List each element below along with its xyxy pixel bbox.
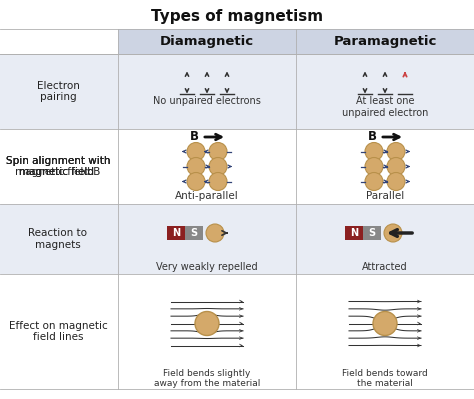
Text: Very weakly repelled: Very weakly repelled xyxy=(156,262,258,272)
Bar xyxy=(0,54,474,129)
Text: Diamagnetic: Diamagnetic xyxy=(160,35,254,48)
Bar xyxy=(118,29,296,54)
Text: Reaction to
magnets: Reaction to magnets xyxy=(28,228,88,250)
Text: S: S xyxy=(191,228,198,238)
Text: Field bends toward
the material: Field bends toward the material xyxy=(342,369,428,388)
Circle shape xyxy=(187,142,205,160)
Circle shape xyxy=(206,224,224,242)
Text: Spin alignment with
magnetic field: Spin alignment with magnetic field xyxy=(6,156,110,177)
Circle shape xyxy=(365,158,383,176)
Bar xyxy=(167,226,185,240)
Text: B: B xyxy=(190,130,199,144)
Text: Effect on magnetic
field lines: Effect on magnetic field lines xyxy=(9,321,108,342)
Bar xyxy=(0,274,474,389)
Circle shape xyxy=(365,142,383,160)
Text: Spin alignment with
magnetic field: Spin alignment with magnetic field xyxy=(6,156,110,177)
Text: S: S xyxy=(368,228,375,238)
Circle shape xyxy=(373,312,397,336)
Text: Attracted: Attracted xyxy=(362,262,408,272)
Text: Paramagnetic: Paramagnetic xyxy=(333,35,437,48)
Text: At least one
unpaired electron: At least one unpaired electron xyxy=(342,97,428,118)
Circle shape xyxy=(384,224,402,242)
Text: Electron
pairing: Electron pairing xyxy=(36,81,80,102)
Circle shape xyxy=(387,172,405,190)
Bar xyxy=(296,29,474,54)
Circle shape xyxy=(187,172,205,190)
Text: N: N xyxy=(350,228,358,238)
Circle shape xyxy=(387,158,405,176)
Bar xyxy=(0,204,474,274)
Text: B: B xyxy=(368,130,377,144)
Text: Spin alignment with
magnetic field B: Spin alignment with magnetic field B xyxy=(6,156,110,177)
Circle shape xyxy=(187,158,205,176)
Text: Types of magnetism: Types of magnetism xyxy=(151,9,323,24)
Circle shape xyxy=(365,172,383,190)
Text: Field bends slightly
away from the material: Field bends slightly away from the mater… xyxy=(154,369,260,388)
Bar xyxy=(185,226,203,240)
Text: Anti-parallel: Anti-parallel xyxy=(175,191,239,201)
Circle shape xyxy=(209,142,227,160)
Bar xyxy=(345,226,363,240)
Text: N: N xyxy=(172,228,180,238)
Circle shape xyxy=(209,158,227,176)
Circle shape xyxy=(195,312,219,336)
Text: Parallel: Parallel xyxy=(366,191,404,201)
Circle shape xyxy=(209,172,227,190)
Bar xyxy=(0,129,474,204)
Text: No unpaired electrons: No unpaired electrons xyxy=(153,97,261,107)
Circle shape xyxy=(387,142,405,160)
Bar xyxy=(363,226,381,240)
